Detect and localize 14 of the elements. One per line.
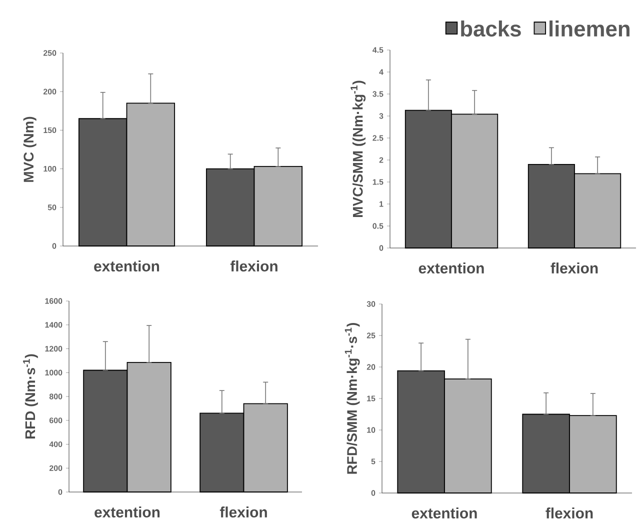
- y-axis-title: MVC/SMM ((Nm·kg$^{-1}$): [350, 80, 366, 217]
- y-axis-title: RFD/SMM (Nm·kg$^{-1}$·s$^{-1}$): [344, 322, 360, 474]
- x-tick-label: extention: [94, 506, 160, 518]
- x-tick-label: flexion: [230, 260, 278, 272]
- x-tick-label: flexion: [550, 262, 598, 274]
- x-tick-label: flexion: [546, 508, 593, 518]
- x-tick-label: extention: [94, 260, 160, 272]
- y-axis-title: MVC (Nm): [23, 116, 36, 182]
- legend-label: linemen: [550, 20, 630, 37]
- x-tick-label: extention: [418, 262, 484, 274]
- legend-label: backs: [461, 20, 521, 37]
- x-tick-label: flexion: [220, 506, 267, 518]
- y-axis-title: RFD (Nm·s$^{-1}$): [23, 354, 38, 439]
- x-tick-label: extention: [412, 508, 477, 518]
